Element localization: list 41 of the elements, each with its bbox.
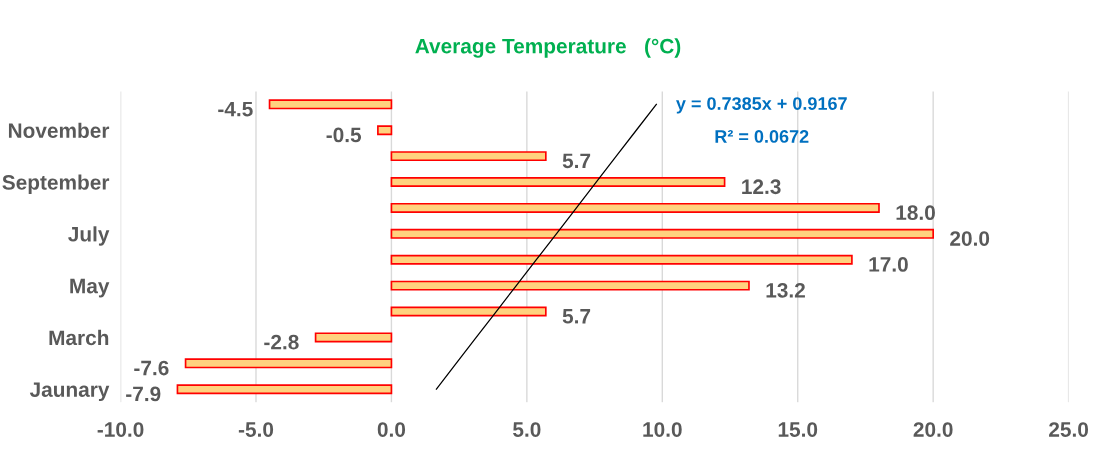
x-tick-label: 10.0 [643,422,682,437]
bar [390,151,547,162]
data-label: -7.6 [134,360,169,376]
bar [176,384,393,395]
data-label: 20.0 [950,231,990,246]
bar [377,125,393,136]
bar [390,254,853,265]
x-tick-label: 0.0 [377,422,406,437]
y-tick-label: May [70,278,110,298]
bar [314,332,393,343]
data-label: 5.7 [562,309,591,324]
y-tick-label: March [49,329,109,346]
data-label: 17.0 [869,257,908,272]
y-tick-label: September [2,174,110,194]
data-label: 12.3 [742,179,781,195]
data-label: -7.9 [126,386,161,402]
y-tick-label: Jaunary [29,382,110,402]
x-tick-label: -10.0 [97,422,144,437]
bar [390,280,750,291]
bar [268,99,393,110]
bar [390,228,935,239]
data-label: 5.7 [562,153,591,169]
bar [390,177,726,188]
x-tick-label: 20.0 [913,422,953,437]
bar [390,306,547,317]
y-tick-label: July [68,226,110,246]
x-tick-label: 25.0 [1049,422,1089,437]
y-tick-label: November [8,122,110,138]
data-label: 13.2 [766,282,805,298]
annotation: R² = 0.0672 [715,130,809,143]
data-label: -4.5 [218,101,253,117]
annotation: y = 0.7385x + 0.9167 [676,97,847,114]
bar [184,358,393,369]
data-label: 18.0 [896,205,935,220]
x-tick-label: -5.0 [238,422,274,437]
bar [390,202,880,213]
chart-title: Average Temperature (°C) [415,38,681,58]
data-label: -2.8 [264,334,299,350]
data-label: -0.5 [326,127,362,143]
x-tick-label: 15.0 [778,422,818,437]
x-tick-label: 5.0 [513,422,541,437]
